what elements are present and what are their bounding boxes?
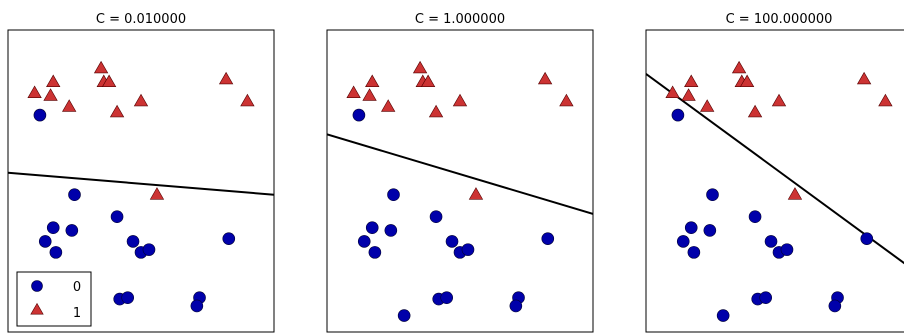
class-0-point [384,224,398,237]
class-1-point [452,93,468,107]
class-0-point [46,221,60,234]
class-1-point [109,104,125,118]
class-1-point [787,187,803,200]
panel-title: C = 1.000000 [415,12,505,27]
class-0-point [429,210,443,223]
legend-circle-icon [31,280,43,292]
class-0-point [33,108,47,122]
class-1-point [731,60,747,74]
class-0-point [461,243,475,256]
class-1-point [93,60,109,74]
class-1-point [468,187,484,200]
class-0-point [440,291,454,304]
class-1-point [133,93,149,107]
axes-frame [7,29,275,333]
class-1-point [62,99,77,112]
class-0-point [49,246,63,259]
class-1-point [684,74,699,88]
class-1-point [362,88,377,101]
class-0-point [703,224,717,237]
class-0-point [68,188,81,202]
class-0-point [748,210,762,223]
class-1-point [681,88,696,101]
class-1-point [46,74,61,88]
legend-box [16,271,92,327]
class-0-point [38,235,52,248]
legend-label-1: 1 [73,306,81,321]
legend-triangle-icon [30,302,44,315]
class-0-point [676,235,690,248]
axes-frame [645,29,904,333]
class-0-point [671,108,685,122]
class-1-point [856,71,872,85]
class-1-point [428,104,444,118]
class-0-point [110,210,124,223]
class-1-point [346,85,361,98]
class-1-point [420,74,436,88]
class-0-point [445,235,459,248]
class-0-point [684,221,698,234]
axes-frame [326,29,594,333]
class-1-point [559,93,574,107]
class-0-point [828,299,842,313]
class-1-point [665,85,680,98]
class-0-point [706,188,719,202]
panel-3: C = 100.000000 [645,12,904,333]
class-0-point [780,243,794,256]
class-0-point [190,299,204,313]
class-1-point [747,104,763,118]
class-1-point [365,74,380,88]
class-0-point [387,188,400,202]
class-1-point [101,74,117,88]
class-0-point [222,232,236,245]
class-0-point [764,235,778,248]
class-0-point [716,309,730,322]
class-0-point [365,221,379,234]
class-0-point [509,299,523,313]
class-1-point [149,187,165,200]
legend-label-0: 0 [73,280,81,295]
class-1-point [412,60,428,74]
class-1-point [771,93,787,107]
class-1-point [43,88,58,101]
decision-boundary-line [327,133,593,215]
class-0-point [368,246,382,259]
class-0-point [397,309,411,322]
class-0-point [541,232,555,245]
decision-boundary-line [8,171,274,196]
class-0-point [126,235,140,248]
plot-area [327,60,593,322]
class-1-point [27,85,42,98]
panel-title: C = 0.010000 [96,12,186,27]
class-0-point [759,291,773,304]
class-1-point [381,99,396,112]
class-0-point [860,232,874,245]
class-1-point [878,93,893,107]
class-1-point [700,99,715,112]
class-1-point [218,71,234,85]
class-0-point [142,243,156,256]
legend: 01 [16,271,92,327]
class-1-point [537,71,553,85]
plot-area [646,60,904,322]
class-1-point [240,93,255,107]
class-0-point [352,108,366,122]
class-0-point [121,291,134,304]
class-0-point [687,246,701,259]
class-0-point [357,235,371,248]
panel-2: C = 1.000000 [326,12,594,333]
class-1-point [739,74,755,88]
panel-title: C = 100.000000 [726,12,833,27]
class-0-point [65,224,79,237]
